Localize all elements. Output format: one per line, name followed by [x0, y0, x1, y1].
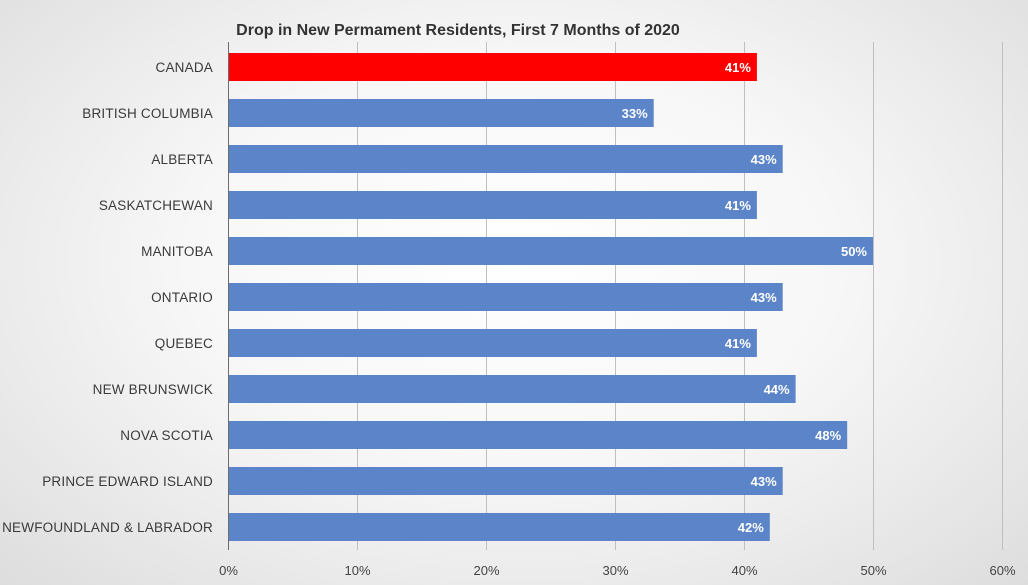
category-label: BRITISH COLUMBIA: [82, 106, 213, 121]
category-label: MANITOBA: [141, 244, 213, 259]
x-tick-label: 10%: [344, 563, 370, 578]
category-label: NOVA SCOTIA: [120, 428, 213, 443]
x-tick-label: 0%: [219, 563, 238, 578]
bar-canada: [228, 53, 757, 81]
bar-saskatchewan: [228, 191, 757, 219]
data-label: 43%: [751, 290, 777, 305]
bar-newfoundland-labrador: [228, 513, 770, 541]
data-label: 48%: [815, 428, 841, 443]
x-tick-label: 50%: [860, 563, 886, 578]
bar-ontario: [228, 283, 783, 311]
x-tick-label: 60%: [989, 563, 1015, 578]
data-label: 44%: [764, 382, 790, 397]
data-label: 43%: [751, 152, 777, 167]
bar-quebec: [228, 329, 757, 357]
bar-new-brunswick: [228, 375, 796, 403]
bar-british-columbia: [228, 99, 654, 127]
data-label: 41%: [725, 60, 751, 75]
bar-nova-scotia: [228, 421, 848, 449]
bar-manitoba: [228, 237, 873, 265]
category-label: QUEBEC: [155, 336, 213, 351]
category-label: ONTARIO: [151, 290, 213, 305]
data-label: 41%: [725, 336, 751, 351]
x-tick-label: 20%: [473, 563, 499, 578]
chart-title: Drop in New Permament Residents, First 7…: [236, 22, 680, 39]
category-label: NEW BRUNSWICK: [93, 382, 213, 397]
category-label: CANADA: [156, 60, 213, 75]
x-tick-label: 30%: [602, 563, 628, 578]
bars: 41% 33% 43% 41% 50% 43% 41% 44% 48% 43% 42%: [228, 53, 873, 541]
category-labels: CANADA BRITISH COLUMBIA ALBERTA SASKATCHEWA…: [2, 60, 213, 535]
x-axis-tick-labels: 0% 10% 20% 30% 40% 50% 60%: [219, 563, 1016, 578]
data-label: 43%: [751, 474, 777, 489]
bar-alberta: [228, 145, 783, 173]
data-label: 41%: [725, 198, 751, 213]
bar-prince-edward-island: [228, 467, 783, 495]
data-label: 50%: [841, 244, 867, 259]
category-label: NEWFOUNDLAND & LABRADOR: [2, 520, 213, 535]
category-label: ALBERTA: [151, 152, 213, 167]
category-label: SASKATCHEWAN: [99, 198, 213, 213]
data-label: 33%: [622, 106, 648, 121]
x-tick-label: 40%: [731, 563, 757, 578]
data-label: 42%: [738, 520, 764, 535]
category-label: PRINCE EDWARD ISLAND: [42, 474, 213, 489]
